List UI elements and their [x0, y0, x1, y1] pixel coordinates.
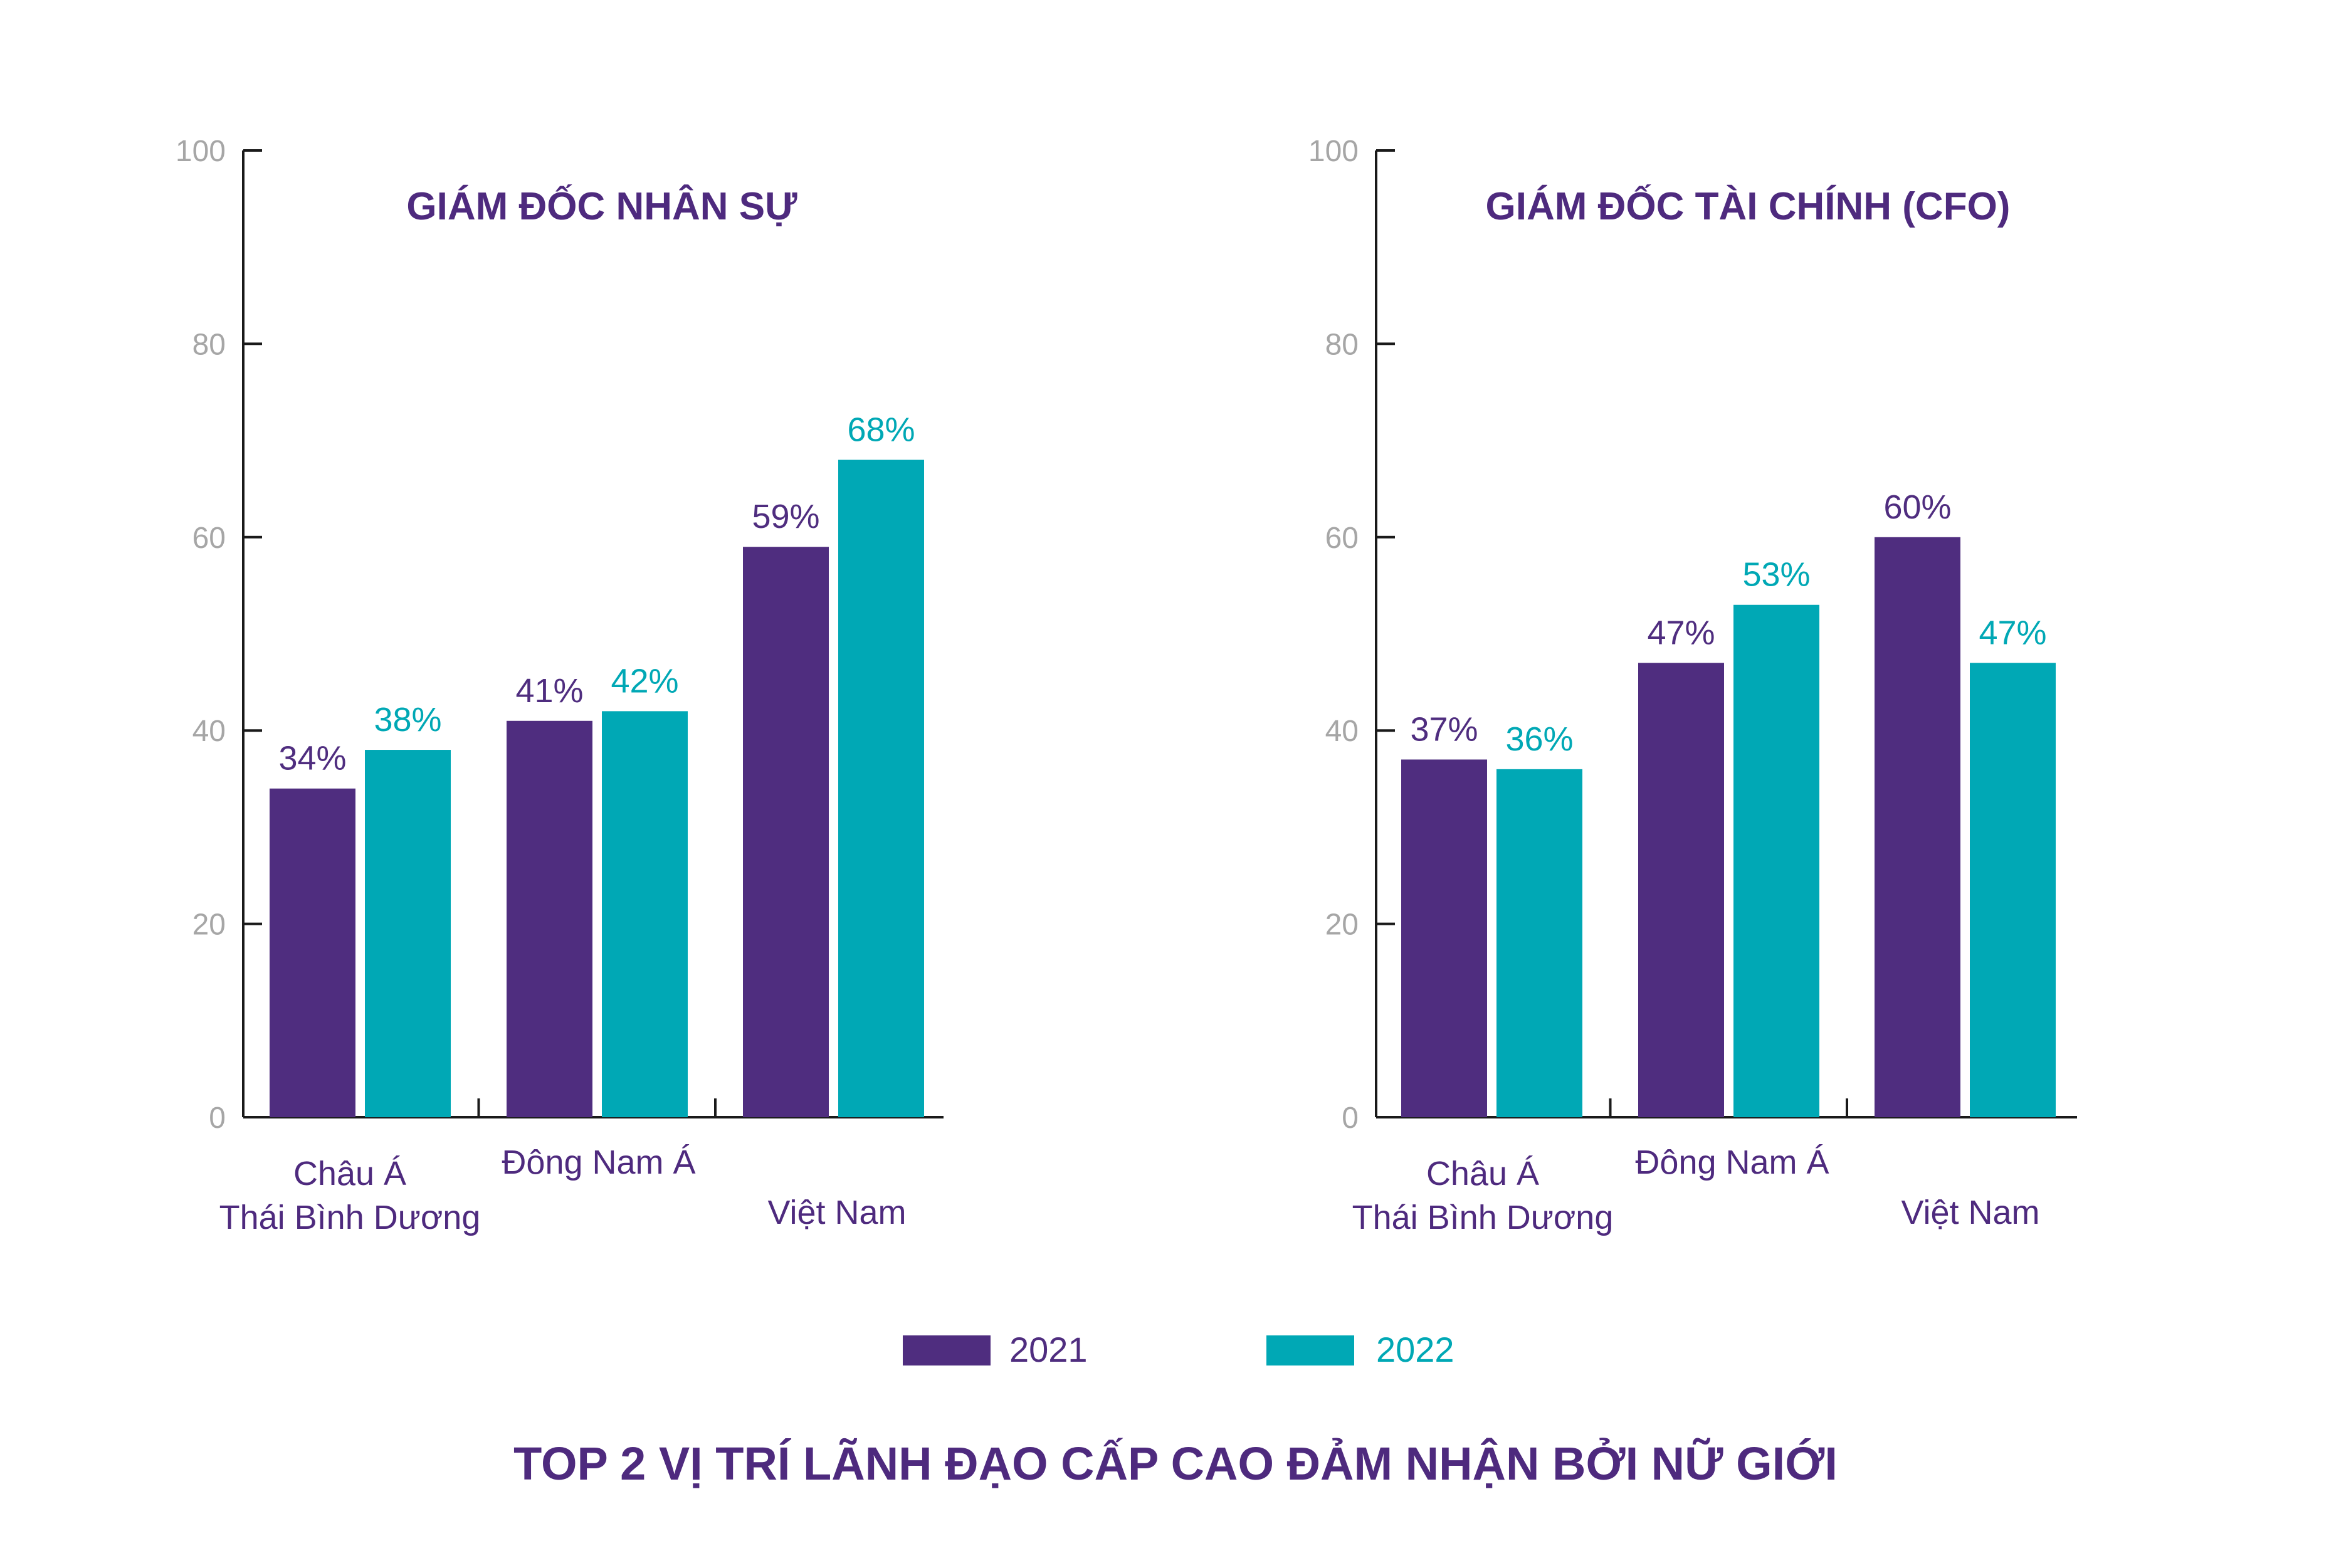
- y-tick-label: 20: [1325, 908, 1359, 942]
- bar-2022-2: [1970, 663, 2056, 1117]
- bar-2022-0: [365, 750, 451, 1117]
- bar-2021-0: [270, 788, 355, 1117]
- bar-2021-2: [743, 547, 829, 1117]
- y-tick-label: 60: [1325, 522, 1359, 555]
- data-label: 38%: [374, 701, 441, 739]
- figure-title: TOP 2 VỊ TRÍ LÃNH ĐẠO CẤP CAO ĐẢM NHẬN B…: [513, 1438, 1838, 1490]
- data-label: 47%: [1647, 614, 1715, 651]
- bar-2021-2: [1875, 537, 1960, 1117]
- x-category-label: Thái Bình Dương: [1352, 1199, 1614, 1236]
- bar-2022-1: [602, 711, 688, 1117]
- x-category-label: Châu Á: [293, 1155, 406, 1192]
- y-tick-label: 20: [192, 908, 226, 942]
- chart-title: GIÁM ĐỐC NHÂN SỰ: [406, 185, 797, 228]
- y-tick-label: 80: [192, 328, 226, 361]
- legend-label-2021: 2021: [1009, 1330, 1088, 1369]
- y-tick-label: 40: [192, 715, 226, 748]
- y-tick-label: 60: [192, 522, 226, 555]
- x-category-label: Đông Nam Á: [1635, 1144, 1829, 1181]
- data-label: 60%: [1883, 488, 1951, 526]
- chart-hr-director: 0 20 40 60 80 100 GIÁM ĐỐC NHÂN SỰ 34% 41% 59% 38%…: [176, 135, 944, 1236]
- bar-2022-2: [838, 460, 924, 1118]
- x-category-label: Đông Nam Á: [502, 1144, 695, 1181]
- data-label: 42%: [611, 662, 678, 700]
- data-label: 53%: [1742, 556, 1810, 594]
- data-label: 68%: [847, 411, 915, 448]
- legend-swatch-2021: [903, 1335, 991, 1365]
- legend-label-2022: 2022: [1376, 1330, 1454, 1369]
- data-label: 36%: [1505, 720, 1573, 758]
- data-label: 41%: [515, 672, 583, 710]
- bar-2021-1: [1638, 663, 1724, 1117]
- legend-swatch-2022: [1266, 1335, 1354, 1365]
- x-category-label: Thái Bình Dương: [219, 1199, 481, 1236]
- chart-cfo: 0 20 40 60 80 100 GIÁM ĐỐC TÀI CHÍNH (CFO) 37% 4…: [1308, 135, 2077, 1236]
- bar-2022-0: [1496, 769, 1582, 1117]
- legend: 2021 2022: [903, 1330, 1454, 1369]
- chart-title: GIÁM ĐỐC TÀI CHÍNH (CFO): [1486, 185, 2011, 228]
- data-label: 59%: [752, 498, 819, 535]
- bar-2022-1: [1733, 604, 1819, 1117]
- bar-2021-0: [1401, 759, 1487, 1117]
- x-category-label: Việt Nam: [767, 1194, 906, 1231]
- x-category-label: Châu Á: [1426, 1155, 1539, 1192]
- data-label: 47%: [1979, 614, 2046, 651]
- y-tick-label: 0: [209, 1102, 226, 1135]
- y-tick-label: 40: [1325, 715, 1359, 748]
- data-label: 34%: [278, 740, 346, 777]
- y-tick-label: 0: [1342, 1102, 1359, 1135]
- x-category-label: Việt Nam: [1901, 1194, 2039, 1231]
- y-tick-label: 100: [176, 135, 226, 168]
- y-tick-label: 80: [1325, 328, 1359, 361]
- y-tick-label: 100: [1308, 135, 1359, 168]
- bar-2021-1: [507, 720, 592, 1117]
- data-label: 37%: [1410, 710, 1478, 748]
